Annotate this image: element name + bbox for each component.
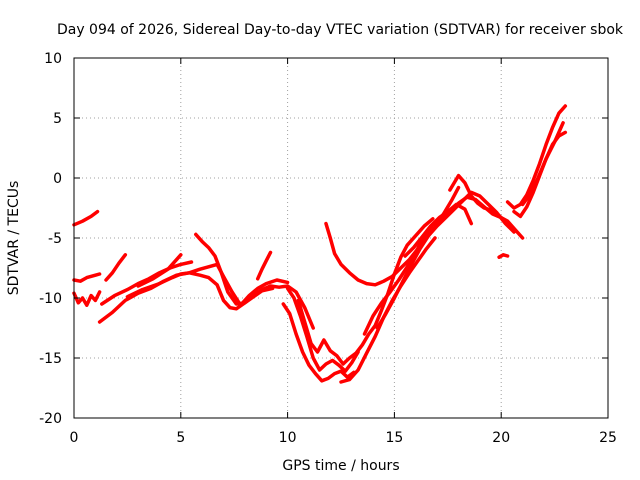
series-arc-08 — [136, 253, 183, 288]
series-arc-05 — [100, 260, 194, 306]
series-arc-10 — [255, 250, 273, 281]
series-arc-19 — [448, 173, 525, 240]
y-tick-label: -20 — [39, 411, 62, 427]
y-tick-label: -10 — [39, 291, 62, 307]
x-tick-label: 25 — [599, 430, 617, 446]
series-arc-02 — [72, 272, 102, 283]
y-ticks: -20 -15 -10 -5 0 5 10 — [39, 51, 608, 427]
x-tick-label: 10 — [279, 430, 297, 446]
series-arc-18 — [403, 202, 474, 258]
y-axis-label: SDTVAR / TECUs — [6, 181, 22, 296]
series-arc-14 — [296, 217, 435, 366]
series-arc-17 — [375, 190, 516, 330]
x-ticks: 0 5 10 15 20 25 — [70, 58, 617, 446]
x-tick-label: 15 — [385, 430, 403, 446]
x-tick-label: 0 — [70, 430, 79, 446]
series-arc-06 — [104, 253, 128, 282]
chart-title: Day 094 of 2026, Sidereal Day-to-day VTE… — [57, 22, 624, 38]
series-arc-03 — [72, 290, 102, 307]
y-tick-label: 0 — [53, 171, 62, 187]
series-arc-07 — [125, 262, 290, 307]
y-tick-label: -15 — [39, 351, 62, 367]
grid — [74, 58, 608, 418]
plot-series — [72, 104, 568, 384]
series-arc-23 — [520, 121, 565, 207]
series-arc-21 — [505, 104, 568, 210]
y-tick-label: 5 — [53, 111, 62, 127]
series-arc-13 — [324, 185, 461, 287]
series-arc-11 — [281, 302, 356, 383]
x-tick-label: 20 — [492, 430, 510, 446]
x-axis-label: GPS time / hours — [282, 458, 399, 474]
series-arc-09 — [194, 232, 315, 330]
y-tick-label: -5 — [48, 231, 62, 247]
series-arc-12 — [285, 286, 360, 373]
y-tick-label: 10 — [44, 51, 62, 67]
series-arc-20 — [497, 253, 510, 259]
x-tick-label: 5 — [176, 430, 185, 446]
series-arc-01 — [72, 209, 100, 227]
